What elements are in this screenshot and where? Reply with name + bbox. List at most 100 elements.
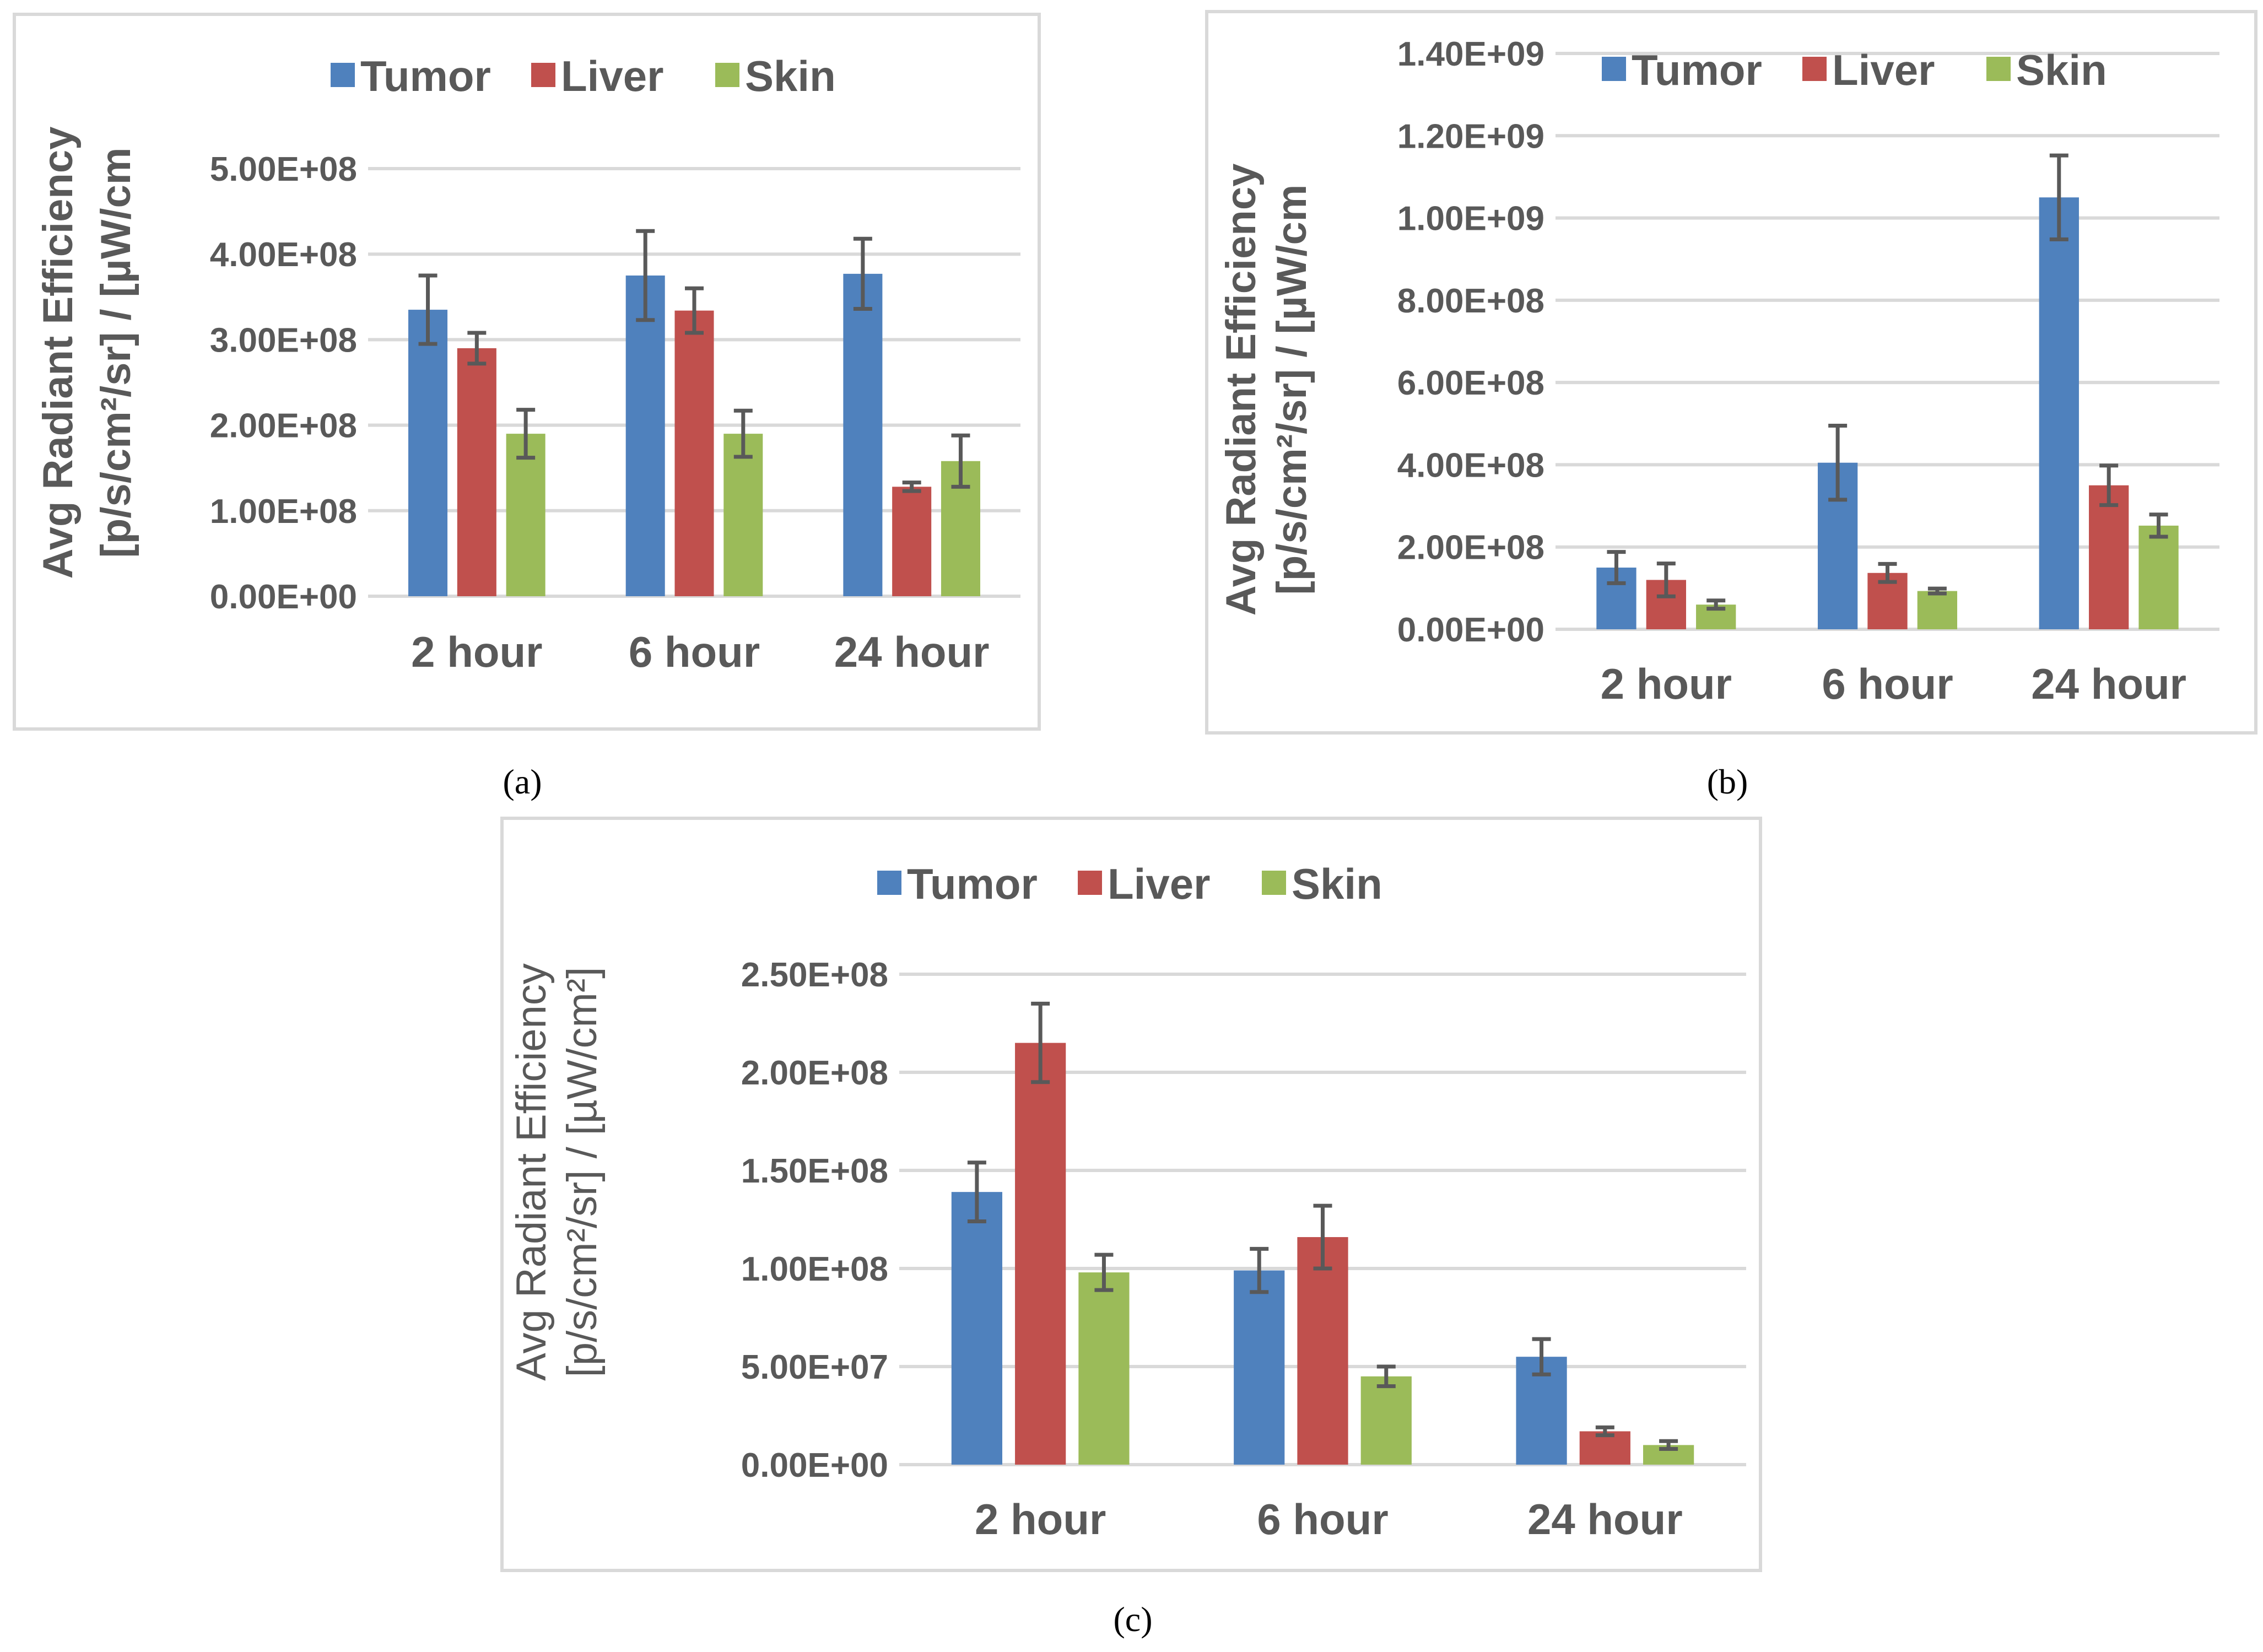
bar-tumor [951, 1192, 1003, 1465]
x-tick-label: 2 hour [411, 628, 542, 676]
x-tick-label: 24 hour [2031, 660, 2186, 708]
y-tick-label: 1.00E+08 [741, 1250, 888, 1288]
error-bar [1376, 1364, 1396, 1389]
error-bar [516, 408, 536, 460]
bar-tumor [408, 310, 448, 596]
legend-swatch-skin [1986, 57, 2011, 81]
bar-skin [2138, 525, 2179, 629]
bar-tumor [2039, 197, 2079, 629]
y-axis-title: [p/s/cm²/sr] / [µW/cm²] [559, 967, 606, 1378]
bar-liver [457, 348, 496, 596]
error-bar [951, 433, 970, 489]
y-tick-label: 5.00E+07 [741, 1348, 888, 1386]
error-bar [1094, 1253, 1114, 1292]
error-bar [733, 408, 753, 459]
legend-label: Liver [1108, 860, 1210, 908]
y-tick-label: 1.00E+08 [210, 493, 357, 531]
error-bar [685, 286, 704, 335]
x-tick-label: 24 hour [834, 628, 990, 676]
legend-label: Skin [2016, 46, 2107, 94]
error-bar [1313, 1203, 1332, 1271]
y-axis-title: Avg Radiant Efficiency [1218, 164, 1265, 616]
bar-skin [506, 434, 546, 596]
chart-c: 0.00E+00 5.00E+07 1.00E+08 1.50E+08 2.00E+08… [500, 817, 1762, 1572]
legend-label: Liver [1832, 46, 1935, 94]
y-tick-label: 8.00E+08 [1397, 282, 1544, 320]
bar-skin [723, 434, 763, 596]
legend-swatch-skin [1262, 871, 1286, 895]
error-bar [1828, 424, 1848, 502]
y-axis-title: [p/s/cm²/sr] / [µW/cm [93, 148, 139, 558]
y-tick-label: 6.00E+08 [1397, 364, 1544, 402]
x-tick-label: 2 hour [975, 1495, 1106, 1543]
bar-tumor [843, 273, 883, 596]
bar-liver [1015, 1043, 1066, 1465]
y-tick-label: 0.00E+00 [1397, 611, 1544, 649]
error-bar [2049, 153, 2068, 241]
bar-liver [892, 487, 932, 596]
panel-label: (a) [503, 762, 542, 801]
y-axis-title: Avg Radiant Efficiency [35, 127, 82, 579]
error-bar [1250, 1246, 1269, 1294]
error-bar [1659, 1439, 1678, 1451]
error-bar [1595, 1425, 1614, 1438]
x-tick-label: 24 hour [1527, 1495, 1683, 1543]
legend-swatch-tumor [331, 63, 355, 87]
bar-skin [1360, 1376, 1412, 1465]
legend-swatch-liver [1802, 57, 1827, 81]
legend-swatch-skin [715, 63, 739, 87]
y-tick-label: 2.00E+08 [210, 407, 357, 445]
y-tick-label: 3.00E+08 [210, 321, 357, 359]
bar-tumor [625, 276, 665, 596]
error-bar [1607, 550, 1626, 585]
legend-label: Liver [561, 52, 663, 100]
bar-liver [674, 310, 714, 596]
y-tick-label: 2.50E+08 [741, 956, 888, 994]
y-tick-label: 2.00E+08 [1397, 529, 1544, 567]
bar-skin [1917, 591, 1958, 629]
chart-b: 0.00E+00 2.00E+08 4.00E+08 6.00E+08 8.00E+08… [1205, 10, 2257, 735]
y-tick-label: 2.00E+08 [741, 1054, 888, 1092]
legend-label: Tumor [360, 52, 491, 100]
y-tick-label: 4.00E+08 [210, 236, 357, 274]
bar-liver [1297, 1237, 1348, 1465]
error-bar [1656, 562, 1676, 598]
error-bar [2099, 463, 2119, 508]
y-tick-label: 1.50E+08 [741, 1152, 888, 1190]
y-tick-label: 1.20E+09 [1397, 117, 1544, 155]
legend-label: Tumor [907, 860, 1038, 908]
y-tick-label: 4.00E+08 [1397, 446, 1544, 484]
y-axis-title: Avg Radiant Efficiency [508, 963, 555, 1381]
legend-swatch-tumor [877, 871, 901, 895]
error-bar [967, 1160, 986, 1224]
error-bar [1532, 1337, 1551, 1376]
y-tick-label: 5.00E+08 [210, 150, 357, 188]
x-tick-label: 6 hour [1257, 1495, 1388, 1543]
chart-a: 0.00E+00 1.00E+08 2.00E+08 3.00E+08 4.00E+08… [13, 13, 1041, 731]
legend-label: Skin [1292, 860, 1382, 908]
panel-label: (c) [1113, 1600, 1152, 1639]
y-tick-label: 0.00E+00 [210, 578, 357, 616]
bar-tumor [1234, 1270, 1285, 1465]
error-bar [418, 273, 438, 346]
error-bar [902, 481, 921, 493]
x-tick-label: 2 hour [1601, 660, 1732, 708]
error-bar [1706, 598, 1726, 611]
error-bar [853, 236, 872, 311]
error-bar [636, 229, 655, 322]
legend-swatch-liver [1078, 871, 1102, 895]
panel-label: (b) [1707, 762, 1748, 801]
legend-swatch-tumor [1602, 57, 1626, 81]
legend-label: Skin [745, 52, 836, 100]
chart-frame [500, 817, 1762, 1572]
legend-swatch-liver [531, 63, 555, 87]
error-bar [1878, 562, 1897, 584]
error-bar [1031, 1001, 1050, 1084]
chart-frame [13, 13, 1041, 731]
legend-label: Tumor [1632, 46, 1762, 94]
x-tick-label: 6 hour [1822, 660, 1953, 708]
y-tick-label: 1.00E+09 [1397, 200, 1544, 238]
bar-liver [2089, 485, 2129, 629]
y-tick-label: 1.40E+09 [1397, 35, 1544, 73]
